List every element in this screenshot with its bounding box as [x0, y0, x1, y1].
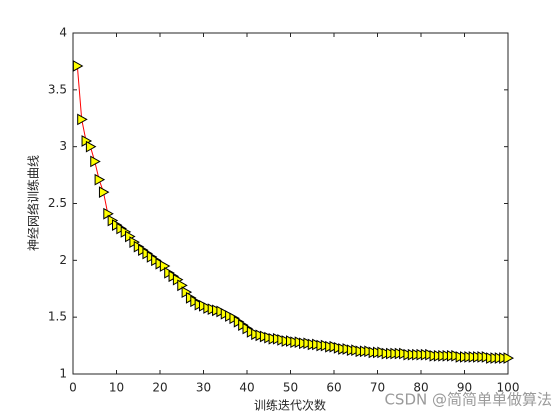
- marker: [94, 173, 106, 186]
- x-tick-label: 90: [457, 381, 472, 395]
- y-tick-label: 4: [59, 26, 67, 40]
- x-tick-label: 30: [196, 381, 211, 395]
- marker: [90, 155, 101, 168]
- x-tick-label: 40: [239, 381, 254, 395]
- x-tick-label: 70: [370, 381, 385, 395]
- y-tick-label: 3: [59, 139, 67, 153]
- data-line: [76, 65, 508, 359]
- y-tick-label: 2.5: [48, 196, 67, 210]
- y-tick-label: 1: [59, 367, 67, 381]
- plot-area: [72, 32, 509, 375]
- x-tick-label: 0: [69, 381, 77, 395]
- x-tick-label: 20: [152, 381, 167, 395]
- y-tick-label: 1.5: [48, 310, 67, 324]
- x-axis-label: 训练迭代次数: [254, 398, 326, 413]
- x-tick-label: 50: [283, 381, 298, 395]
- x-tick-label: 80: [413, 381, 428, 395]
- y-tick-label: 2: [59, 253, 67, 267]
- x-tick-label: 100: [497, 381, 520, 395]
- marker: [98, 186, 110, 198]
- marker: [72, 60, 84, 72]
- x-tick-label: 10: [109, 381, 124, 395]
- marker: [503, 352, 515, 364]
- watermark: CSDN @简简单单做算法: [384, 391, 552, 409]
- marker: [77, 113, 88, 126]
- x-tick-label: 60: [326, 381, 341, 395]
- y-axis-label: 神经网络训练曲线: [26, 155, 41, 251]
- y-tick-label: 3.5: [48, 82, 67, 96]
- marker: [85, 140, 97, 153]
